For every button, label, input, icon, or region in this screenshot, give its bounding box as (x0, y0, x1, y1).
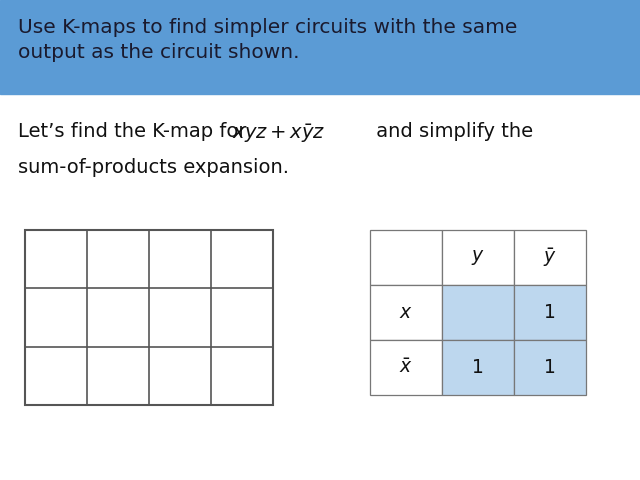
Bar (514, 230, 586, 285)
Bar (442, 230, 514, 285)
Bar (370, 340, 442, 395)
Text: 1: 1 (472, 358, 484, 377)
Text: $y$: $y$ (471, 248, 485, 267)
Text: sum-of-products expansion.: sum-of-products expansion. (18, 157, 289, 177)
Bar (442, 285, 514, 340)
Text: 1: 1 (544, 303, 556, 322)
Text: Let’s find the K-map for: Let’s find the K-map for (18, 121, 253, 141)
Bar (25, 230, 273, 405)
Text: and simplify the: and simplify the (370, 121, 533, 141)
Text: Use K-maps to find simpler circuits with the same
output as the circuit shown.: Use K-maps to find simpler circuits with… (18, 18, 517, 62)
Bar (442, 340, 514, 395)
Bar (370, 230, 442, 285)
Bar (0, 0, 640, 94)
Bar (370, 285, 442, 340)
Text: $xyz + x\bar{y}z$: $xyz + x\bar{y}z$ (232, 121, 325, 144)
Text: $\bar{x}$: $\bar{x}$ (399, 358, 413, 377)
Bar (514, 285, 586, 340)
Bar (514, 340, 586, 395)
Text: $x$: $x$ (399, 303, 413, 322)
Text: $\bar{y}$: $\bar{y}$ (543, 246, 557, 269)
Text: 1: 1 (544, 358, 556, 377)
